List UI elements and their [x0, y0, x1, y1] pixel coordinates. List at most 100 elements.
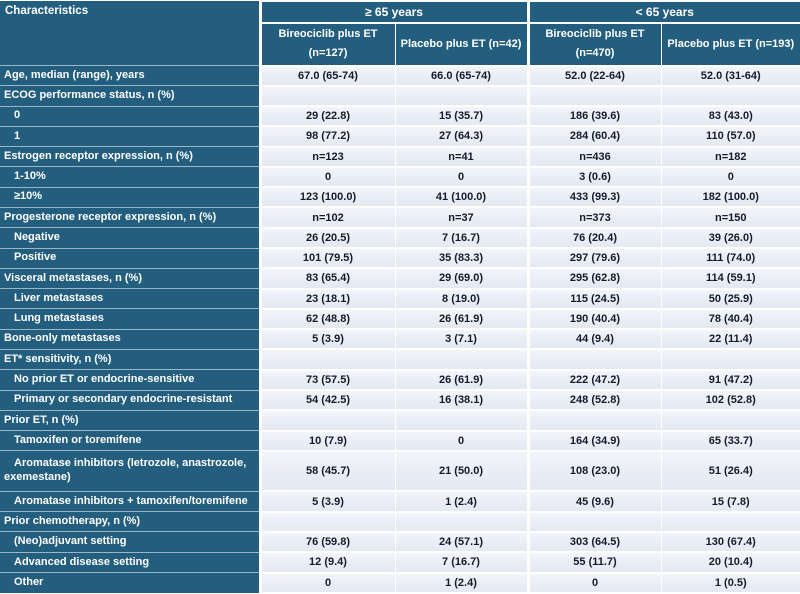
value-cell [259, 410, 395, 432]
value-cell: 7 (16.7) [394, 227, 528, 250]
value-cell [660, 511, 800, 533]
table-row: Prior chemotherapy, n (%) [0, 511, 800, 533]
value-cell [394, 511, 528, 533]
value-cell: 98 (77.2) [259, 126, 395, 148]
value-cell: 114 (59.1) [660, 268, 800, 290]
value-cell: 0 [259, 572, 395, 594]
value-cell [394, 410, 528, 432]
value-cell: 0 [526, 572, 661, 594]
column-header-bireociclib-lt65: Bireociclib plus ET (n=470) [526, 23, 661, 67]
value-cell: 248 (52.8) [526, 390, 661, 412]
value-cell: 91 (47.2) [660, 369, 800, 392]
characteristics-header-cell: Characteristics [0, 1, 262, 66]
row-label: 1-10% [0, 166, 262, 188]
value-cell: 15 (35.7) [394, 106, 528, 128]
value-cell: 66.0 (65-74) [394, 65, 528, 87]
row-label: Estrogen receptor expression, n (%) [0, 146, 262, 168]
value-cell [259, 511, 395, 533]
row-label: Positive [0, 248, 262, 269]
value-cell: 190 (40.4) [526, 308, 661, 331]
row-label: Tamoxifen or toremifene [0, 430, 262, 452]
value-cell [526, 349, 661, 371]
group-header-lt65: < 65 years [526, 0, 800, 24]
value-cell: n=37 [394, 207, 528, 229]
value-cell [526, 511, 661, 533]
table-row: Liver metastases 23 (18.1) 8 (19.0) 115 (24… [0, 288, 800, 310]
value-cell: n=123 [259, 146, 395, 168]
value-cell: 24 (57.1) [394, 531, 528, 554]
table-row: Visceral metastases, n (%) 83 (65.4) 29 (6… [0, 268, 800, 290]
group-header-row: Characteristics ≥ 65 years < 65 years [0, 0, 800, 66]
value-cell: 54 (42.5) [259, 390, 395, 412]
value-cell: 222 (47.2) [526, 369, 661, 392]
table-row: Age, median (range), years 67.0 (65-74) 66… [0, 65, 800, 87]
value-cell: 44 (9.4) [526, 329, 661, 351]
column-header-placebo-lt65: Placebo plus ET (n=193) [660, 23, 800, 67]
value-cell: 12 (9.4) [259, 552, 395, 574]
value-cell: 123 (100.0) [259, 187, 395, 209]
row-label: Lung metastases [0, 308, 262, 330]
value-cell: 50 (25.9) [660, 288, 800, 310]
value-cell: 21 (50.0) [394, 450, 528, 493]
value-cell [526, 85, 661, 108]
value-cell: 3 (0.6) [526, 166, 661, 189]
row-label: ≥10% [0, 187, 262, 208]
value-cell: 20 (10.4) [660, 552, 800, 574]
value-cell: 35 (83.3) [394, 248, 528, 270]
table-row: Aromatase inhibitors (letrozole, anastro… [0, 450, 800, 493]
value-cell [394, 349, 528, 371]
value-cell: n=182 [660, 146, 800, 168]
table-row: (Neo)adjuvant setting 76 (59.8) 24 (57.1) 3… [0, 531, 800, 554]
row-label: Prior chemotherapy, n (%) [0, 511, 262, 533]
column-header-bireociclib-ge65: Bireociclib plus ET (n=127) [259, 23, 395, 67]
value-cell: 16 (38.1) [394, 390, 528, 412]
row-label: 0 [0, 106, 262, 127]
value-cell: 110 (57.0) [660, 126, 800, 148]
table-body: Age, median (range), years 67.0 (65-74) 66… [0, 65, 800, 594]
row-label: Negative [0, 227, 262, 249]
value-cell: 7 (16.7) [394, 552, 528, 574]
row-label: No prior ET or endocrine-sensitive [0, 369, 262, 391]
row-label: Liver metastases [0, 288, 262, 310]
table-row: Primary or secondary endocrine-resistant… [0, 390, 800, 412]
table-row: ET* sensitivity, n (%) [0, 349, 800, 371]
table-row: Aromatase inhibitors + tamoxifen/toremif… [0, 491, 800, 513]
value-cell [526, 410, 661, 432]
table-row: 0 29 (22.8) 15 (35.7) 186 (39.6) 83 (43.0) [0, 106, 800, 128]
row-label: 1 [0, 126, 262, 148]
row-label: ECOG performance status, n (%) [0, 85, 262, 107]
value-cell: 23 (18.1) [259, 288, 395, 310]
table-row: Tamoxifen or toremifene 10 (7.9) 0 164 (34.… [0, 430, 800, 452]
value-cell: 295 (62.8) [526, 268, 661, 290]
value-cell: 65 (33.7) [660, 430, 800, 452]
value-cell: 5 (3.9) [259, 491, 395, 513]
value-cell: 10 (7.9) [259, 430, 395, 452]
value-cell: 130 (67.4) [660, 531, 800, 554]
value-cell: 115 (24.5) [526, 288, 661, 310]
row-label: Aromatase inhibitors (letrozole, anastro… [0, 450, 262, 492]
value-cell: n=150 [660, 207, 800, 229]
value-cell: 433 (99.3) [526, 187, 661, 209]
value-cell: 51 (26.4) [660, 450, 800, 493]
table-row: 1-10% 0 0 3 (0.6) 0 [0, 166, 800, 189]
row-label: ET* sensitivity, n (%) [0, 349, 262, 371]
table-row: Positive 101 (79.5) 35 (83.3) 297 (79.6) 111… [0, 248, 800, 270]
value-cell [660, 85, 800, 108]
value-cell: 73 (57.5) [259, 369, 395, 392]
value-cell: 1 (2.4) [394, 491, 528, 513]
row-label: Progesterone receptor expression, n (%) [0, 207, 262, 229]
value-cell: 62 (48.8) [259, 308, 395, 331]
table-row: Other 0 1 (2.4) 0 1 (0.5) [0, 572, 800, 594]
value-cell: 67.0 (65-74) [259, 65, 395, 87]
table-row: Lung metastases 62 (48.8) 26 (61.9) 190 (40… [0, 308, 800, 331]
row-label: Age, median (range), years [0, 65, 262, 87]
value-cell: 5 (3.9) [259, 329, 395, 351]
row-label: Advanced disease setting [0, 552, 262, 574]
value-cell: 186 (39.6) [526, 106, 661, 128]
value-cell: 45 (9.6) [526, 491, 661, 513]
value-cell: 0 [259, 166, 395, 189]
value-cell: 76 (59.8) [259, 531, 395, 554]
value-cell: 0 [394, 430, 528, 452]
